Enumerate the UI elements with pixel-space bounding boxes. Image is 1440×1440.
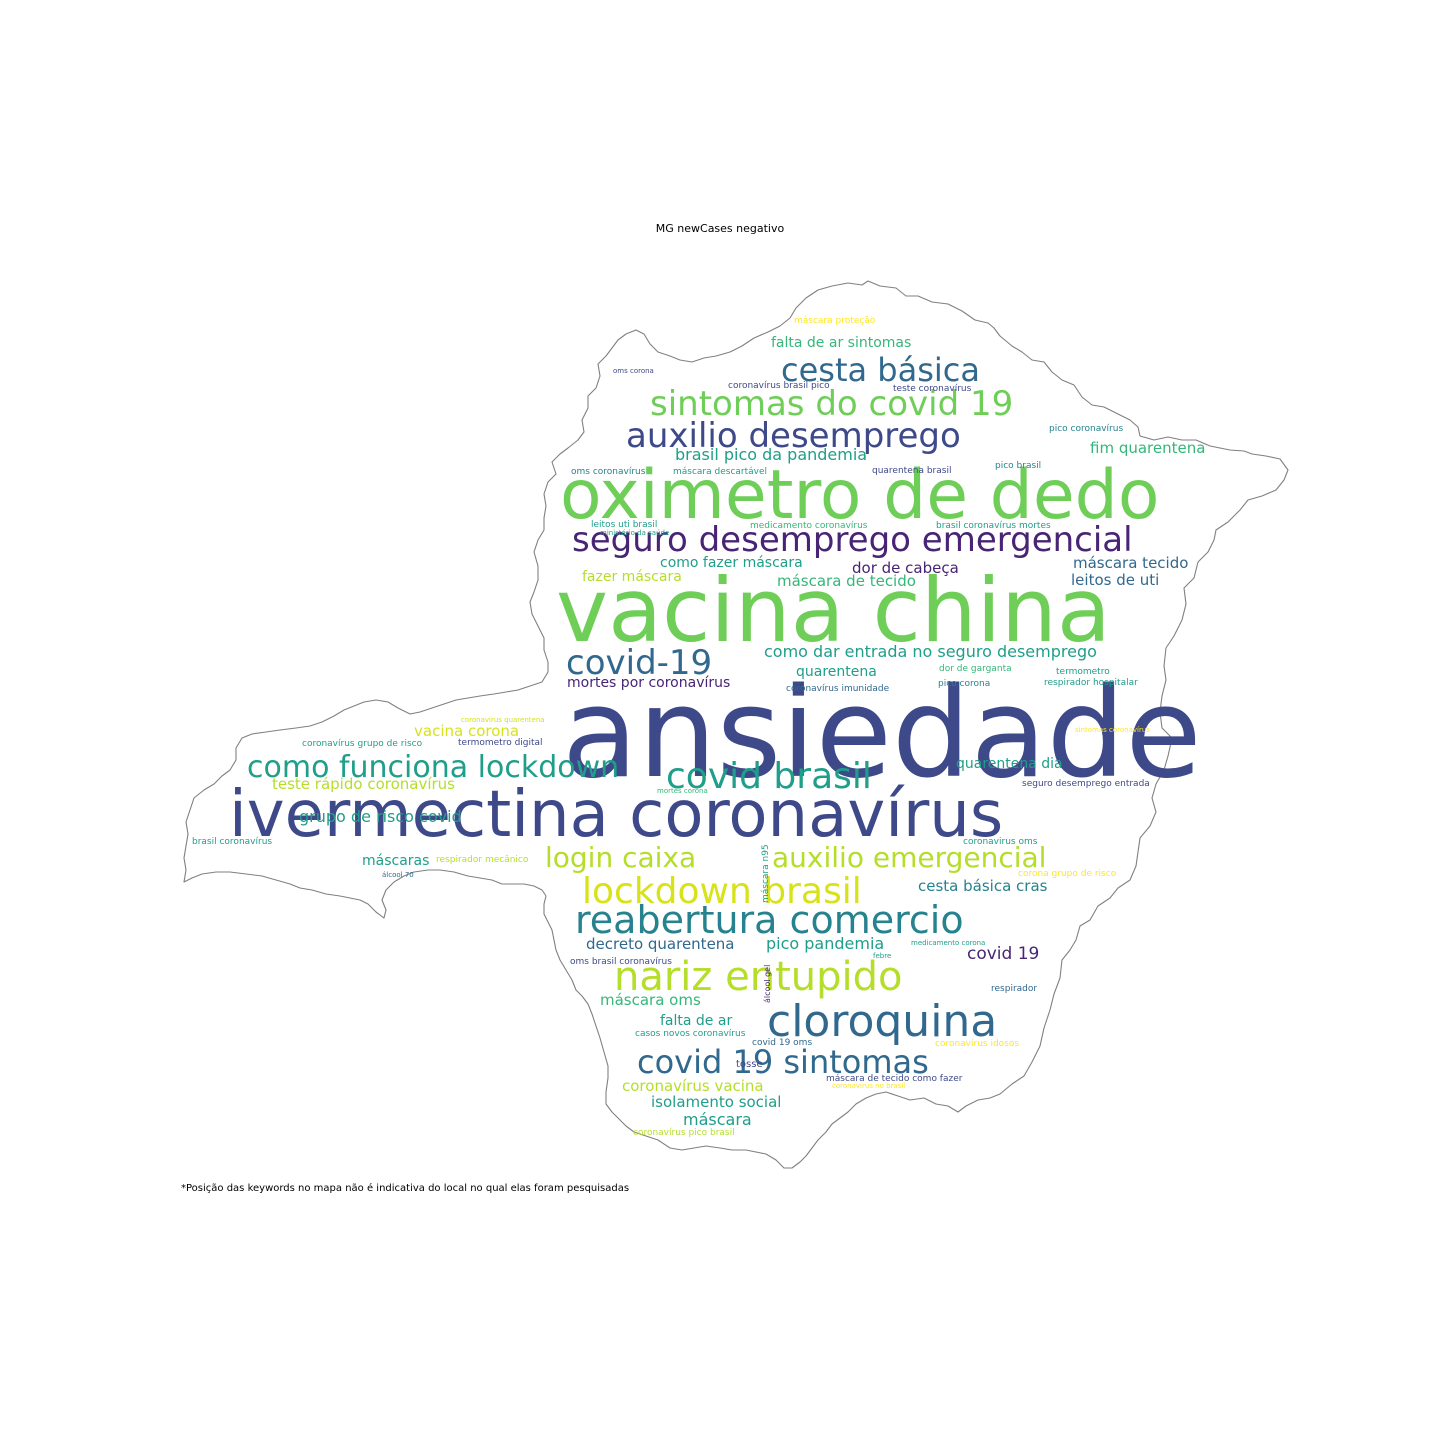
keyword-34: como fazer máscara: [660, 555, 803, 571]
keyword-3: ivermectina coronavírus: [229, 778, 1003, 852]
keyword-43: termometro: [1056, 667, 1110, 677]
keyword-56: seguro desemprego entrada: [1022, 779, 1150, 789]
keyword-67: pico pandemia: [766, 934, 884, 953]
keyword-37: fazer máscara: [582, 569, 682, 585]
keyword-18: falta de ar sintomas: [771, 335, 911, 351]
keyword-85: coronavírus pico brasil: [633, 1128, 735, 1138]
keyword-68: medicamento corona: [911, 939, 985, 947]
keyword-70: oms brasil coronavírus: [570, 957, 672, 967]
chart-title: MG newCases negativo: [655, 222, 785, 235]
keyword-83: isolamento social: [651, 1093, 781, 1111]
keyword-9: covid brasil: [666, 756, 872, 797]
keyword-42: dor de garganta: [939, 664, 1012, 674]
keyword-58: grupo de risco covid: [299, 807, 462, 826]
keyword-0: ansiedade: [562, 662, 1202, 806]
keyword-20: coronavírus brasil pico: [728, 381, 830, 391]
keyword-1: vacina china: [556, 559, 1111, 662]
keyword-4: seguro desemprego emergencial: [572, 520, 1133, 560]
keyword-60: máscaras: [362, 853, 429, 869]
keyword-81: coronavírus vacina: [622, 1077, 764, 1095]
keyword-6: sintomas do covid 19: [650, 384, 1013, 424]
keyword-41: quarentena: [796, 664, 877, 680]
keyword-33: ministério da saúde: [600, 529, 669, 537]
keyword-63: álcool 70: [382, 871, 414, 879]
keyword-49: vacina corona: [414, 722, 519, 740]
keyword-44: mortes por coronavírus: [567, 675, 730, 691]
keyword-77: covid 19 oms: [752, 1038, 812, 1048]
keyword-21: teste coronavírus: [893, 384, 972, 394]
keyword-22: oms corona: [613, 367, 654, 375]
keyword-24: fim quarentena: [1090, 439, 1205, 457]
keyword-52: sintomas coronavírus: [1075, 726, 1150, 734]
keyword-26: oms coronavírus: [571, 467, 646, 477]
keyword-38: máscara de tecido: [777, 572, 916, 590]
keyword-16: cloroquina: [767, 996, 997, 1047]
keyword-36: máscara tecido: [1073, 554, 1188, 572]
keyword-5: auxilio desemprego: [626, 416, 961, 456]
keyword-28: quarentena brasil: [872, 466, 951, 476]
keyword-55: mortes corona: [657, 787, 708, 795]
keyword-50: coronavírus grupo de risco: [302, 739, 423, 749]
keyword-2: oximetro de dedo: [560, 456, 1159, 535]
keyword-47: respirador hospitalar: [1044, 678, 1138, 688]
keyword-57: brasil coronavírus: [192, 837, 272, 847]
keyword-17: covid 19 sintomas: [637, 1043, 929, 1081]
keyword-74: máscara oms: [600, 991, 701, 1009]
keyword-78: coronavírus idosos: [935, 1039, 1019, 1049]
keyword-45: coronavírus imunidade: [786, 684, 890, 694]
keyword-39: leitos de uti: [1071, 571, 1159, 589]
keyword-19: máscara proteção: [794, 316, 876, 326]
keyword-35: dor de cabeça: [852, 559, 959, 577]
keyword-71: febre: [873, 952, 891, 960]
keyword-72: álcool gel: [763, 965, 772, 1003]
keyword-29: pico brasil: [995, 461, 1041, 471]
keyword-12: auxilio emergencial: [772, 841, 1046, 874]
keyword-48: coronavirus quarentena: [461, 716, 545, 724]
keyword-80: máscara de tecido como fazer: [826, 1074, 963, 1084]
keyword-31: medicamento coronavírus: [750, 521, 868, 531]
keyword-75: falta de ar: [660, 1013, 732, 1029]
keyword-64: máscara n95: [761, 844, 771, 903]
keyword-51: termometro digital: [458, 738, 543, 748]
keyword-54: quarentena dia: [956, 756, 1063, 772]
keyword-30: leitos uti brasil: [591, 520, 657, 530]
keyword-14: reabertura comercio: [575, 898, 964, 942]
keyword-59: coronavirus oms: [963, 837, 1038, 847]
keyword-40: como dar entrada no seguro desemprego: [764, 642, 1097, 661]
keyword-27: máscara descartável: [673, 467, 767, 477]
footnote: *Posição das keywords no mapa não é indi…: [181, 1183, 630, 1194]
keyword-7: cesta básica: [781, 351, 980, 389]
keyword-66: decreto quarentena: [586, 935, 735, 953]
keyword-62: corona grupo de risco: [1018, 869, 1117, 879]
keyword-82: coronavirus no brasil: [832, 1082, 905, 1090]
state-map-outline: [183, 280, 1289, 1169]
keyword-46: pico corona: [938, 679, 990, 689]
keyword-53: teste rápido coronavírus: [272, 775, 455, 793]
keyword-73: respirador: [991, 984, 1037, 994]
keyword-65: cesta básica cras: [918, 877, 1048, 895]
keyword-79: tosse: [736, 1059, 763, 1070]
keyword-8: covid-19: [566, 643, 712, 683]
keyword-69: covid 19: [967, 944, 1039, 964]
keyword-11: login caixa: [545, 841, 696, 874]
keyword-10: como funciona lockdown: [247, 750, 619, 785]
keyword-15: nariz entupido: [614, 954, 903, 1000]
keyword-32: brasil coronavírus mortes: [936, 521, 1051, 531]
keyword-84: máscara: [683, 1110, 752, 1129]
keyword-76: casos novos coronavírus: [635, 1029, 746, 1039]
keyword-61: respirador mecânico: [436, 855, 529, 865]
keyword-23: pico coronavírus: [1049, 424, 1123, 434]
keyword-13: lockdown brasil: [582, 871, 862, 912]
keyword-25: brasil pico da pandemia: [675, 445, 867, 464]
